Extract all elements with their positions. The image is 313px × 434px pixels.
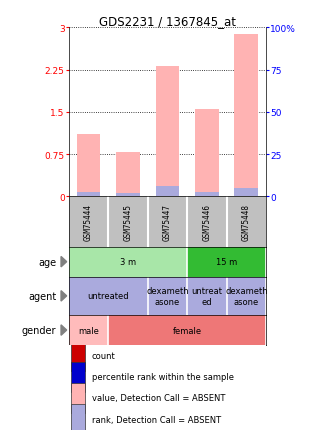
Bar xyxy=(71,383,85,413)
Text: GSM75447: GSM75447 xyxy=(163,204,172,240)
Text: agent: agent xyxy=(28,291,56,301)
Text: age: age xyxy=(38,257,56,267)
Text: dexameth
asone: dexameth asone xyxy=(225,286,268,306)
Bar xyxy=(71,404,85,434)
Bar xyxy=(156,187,179,197)
Text: rank, Detection Call = ABSENT: rank, Detection Call = ABSENT xyxy=(91,414,221,424)
Text: 3 m: 3 m xyxy=(120,257,136,266)
Text: value, Detection Call = ABSENT: value, Detection Call = ABSENT xyxy=(91,394,225,403)
Text: GSM75448: GSM75448 xyxy=(242,204,251,240)
Text: male: male xyxy=(78,326,99,335)
Bar xyxy=(195,110,219,197)
Bar xyxy=(187,247,266,277)
Text: count: count xyxy=(91,352,115,360)
Text: gender: gender xyxy=(22,326,56,335)
Bar xyxy=(71,341,85,371)
Bar xyxy=(234,35,258,197)
Text: percentile rank within the sample: percentile rank within the sample xyxy=(91,372,233,381)
Bar xyxy=(77,135,100,197)
Bar xyxy=(69,247,187,277)
Text: GSM75445: GSM75445 xyxy=(124,204,132,240)
Text: female: female xyxy=(172,326,202,335)
Text: untreated: untreated xyxy=(88,292,129,301)
Bar xyxy=(156,66,179,197)
Text: GSM75444: GSM75444 xyxy=(84,204,93,240)
Bar xyxy=(187,277,227,315)
Text: GSM75446: GSM75446 xyxy=(203,204,211,240)
Bar xyxy=(195,192,219,197)
Title: GDS2231 / 1367845_at: GDS2231 / 1367845_at xyxy=(99,15,236,28)
Bar xyxy=(69,315,108,345)
Bar xyxy=(148,277,187,315)
Text: dexameth
asone: dexameth asone xyxy=(146,286,189,306)
Bar xyxy=(234,189,258,197)
Bar xyxy=(227,277,266,315)
Bar xyxy=(116,153,140,197)
Bar xyxy=(108,315,266,345)
Text: untreat
ed: untreat ed xyxy=(191,286,223,306)
Bar xyxy=(77,193,100,197)
Bar xyxy=(69,277,148,315)
Bar xyxy=(116,194,140,197)
Text: 15 m: 15 m xyxy=(216,257,237,266)
Bar xyxy=(71,362,85,392)
